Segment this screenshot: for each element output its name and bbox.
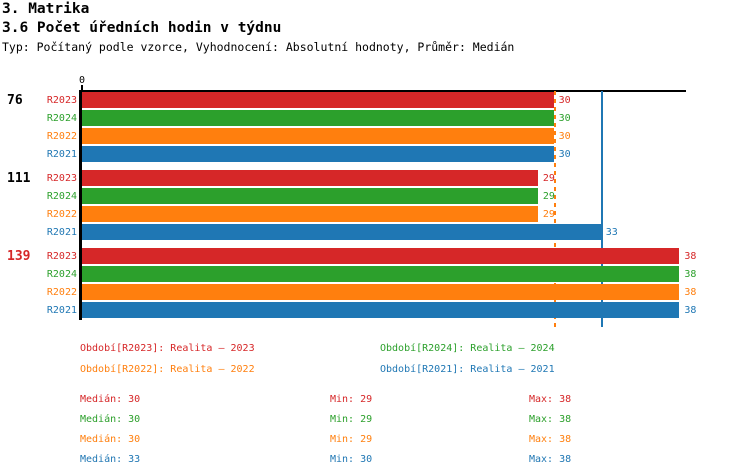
- bar-row-label-R2021: R2021: [46, 227, 77, 238]
- bar-value-label: 29: [542, 209, 555, 220]
- legend-item-R2024: Období[R2024]: Realita – 2024: [380, 343, 555, 354]
- bar-R2022: [82, 206, 538, 222]
- bar-R2023: [82, 170, 538, 186]
- bar-row-label-R2021: R2021: [46, 149, 77, 160]
- bar-value-label: 29: [542, 173, 555, 184]
- bar-R2024: [82, 188, 538, 204]
- bar-row-label-R2024: R2024: [46, 191, 77, 202]
- bar-value-label: 30: [558, 113, 571, 124]
- group-label: 76: [7, 93, 23, 108]
- bar-value-label: 29: [542, 191, 555, 202]
- bar-value-label: 38: [684, 305, 697, 316]
- bar-row-label-R2023: R2023: [46, 251, 77, 262]
- bar-R2024: [82, 110, 554, 126]
- bar-R2022: [82, 128, 554, 144]
- bar-R2021: [82, 146, 554, 162]
- stat-min-R2022: Min: 29: [330, 434, 373, 445]
- bar-value-label: 30: [558, 131, 571, 142]
- stat-min-R2023: Min: 29: [330, 394, 373, 405]
- bar-row-label-R2023: R2023: [46, 173, 77, 184]
- x-axis-zero-tick: [81, 85, 83, 91]
- bar-row-label-R2021: R2021: [46, 305, 77, 316]
- stat-min-R2021: Min: 30: [330, 454, 373, 465]
- x-axis-line: [82, 90, 686, 92]
- bar-row-label-R2022: R2022: [46, 131, 77, 142]
- bar-value-label: 38: [684, 287, 697, 298]
- x-axis-zero-label: 0: [78, 75, 86, 86]
- page-title: 3. Matrika: [2, 1, 90, 17]
- chart-meta: Typ: Počítaný podle vzorce, Vyhodnocení:…: [2, 40, 515, 54]
- stat-median-R2024: Medián: 30: [80, 414, 141, 425]
- group-label: 111: [7, 171, 31, 186]
- bar-R2024: [82, 266, 680, 282]
- bar-value-label: 38: [684, 269, 697, 280]
- legend-item-R2021: Období[R2021]: Realita – 2021: [380, 364, 555, 375]
- bar-R2022: [82, 284, 680, 300]
- stat-max-R2024: Max: 38: [529, 414, 572, 425]
- bar-R2023: [82, 248, 680, 264]
- stat-max-R2022: Max: 38: [529, 434, 572, 445]
- bar-value-label: 30: [558, 149, 571, 160]
- bar-row-label-R2022: R2022: [46, 287, 77, 298]
- bar-value-label: 38: [684, 251, 697, 262]
- bar-row-label-R2024: R2024: [46, 269, 77, 280]
- chart-title: 3.6 Počet úředních hodin v týdnu: [2, 20, 282, 36]
- reference-line-33: [600, 91, 603, 327]
- bar-row-label-R2022: R2022: [46, 209, 77, 220]
- stat-max-R2023: Max: 38: [529, 394, 572, 405]
- bar-R2023: [82, 92, 554, 108]
- legend-item-R2022: Období[R2022]: Realita – 2022: [80, 364, 255, 375]
- bar-R2021: [82, 224, 601, 240]
- legend-item-R2023: Období[R2023]: Realita – 2023: [80, 343, 255, 354]
- stat-min-R2024: Min: 29: [330, 414, 373, 425]
- stat-max-R2021: Max: 38: [529, 454, 572, 465]
- stat-median-R2023: Medián: 30: [80, 394, 141, 405]
- bar-value-label: 33: [605, 227, 618, 238]
- stat-median-R2021: Medián: 33: [80, 454, 141, 465]
- y-axis-line: [79, 90, 82, 320]
- bar-value-label: 30: [558, 95, 571, 106]
- reference-line-30: [553, 91, 556, 327]
- stat-median-R2022: Medián: 30: [80, 434, 141, 445]
- group-label: 139: [7, 249, 31, 264]
- bar-R2021: [82, 302, 680, 318]
- bar-row-label-R2024: R2024: [46, 113, 77, 124]
- bar-row-label-R2023: R2023: [46, 95, 77, 106]
